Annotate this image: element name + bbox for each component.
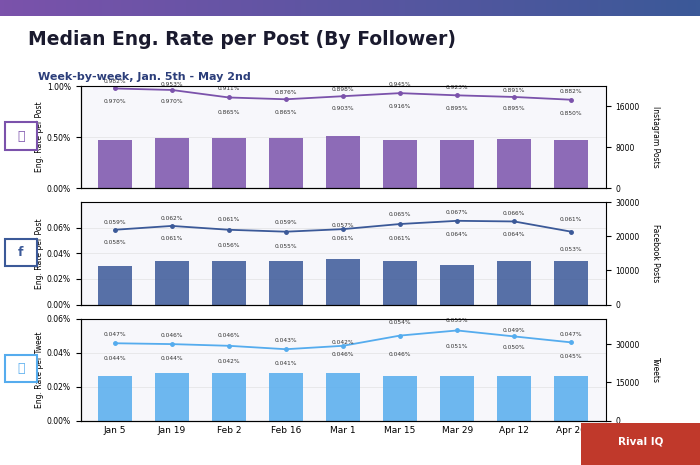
Bar [211, 261, 246, 305]
Text: 0.865%: 0.865% [274, 110, 298, 114]
Text: 0.046%: 0.046% [389, 352, 412, 357]
Text: 0.895%: 0.895% [503, 106, 526, 112]
Text: 0.046%: 0.046% [160, 333, 183, 338]
Text: 0.970%: 0.970% [104, 99, 126, 104]
Text: 0.061%: 0.061% [160, 236, 183, 241]
Bar [440, 140, 475, 188]
Text: 0.945%: 0.945% [389, 82, 412, 87]
Text: 0.049%: 0.049% [503, 328, 526, 333]
Bar [554, 261, 589, 305]
Text: 0.047%: 0.047% [104, 332, 126, 337]
Text: Rival IQ: Rival IQ [618, 437, 663, 447]
Text: 0.056%: 0.056% [218, 243, 240, 248]
Text: 0.876%: 0.876% [274, 90, 298, 94]
Text: 0.054%: 0.054% [389, 319, 412, 325]
Bar [440, 265, 475, 305]
Bar [554, 377, 589, 421]
Text: 0.047%: 0.047% [560, 332, 582, 337]
Bar [326, 136, 360, 188]
Bar [383, 261, 417, 305]
Y-axis label: Instagram Posts: Instagram Posts [650, 106, 659, 168]
Y-axis label: Eng. Rate per Tweet: Eng. Rate per Tweet [35, 332, 44, 408]
Y-axis label: Facebook Posts: Facebook Posts [651, 224, 659, 283]
Text: 0.067%: 0.067% [446, 210, 468, 215]
Text: 0.916%: 0.916% [389, 104, 412, 109]
Bar [497, 377, 531, 421]
Text: 0.982%: 0.982% [104, 79, 126, 84]
Text: 0.923%: 0.923% [446, 85, 468, 90]
Text: 0.050%: 0.050% [503, 345, 526, 350]
Text: 0.865%: 0.865% [218, 110, 240, 114]
Text: 0.055%: 0.055% [274, 244, 298, 249]
Bar [155, 373, 189, 421]
Text: 0.882%: 0.882% [560, 89, 582, 94]
Bar [326, 259, 360, 305]
Text: Median Eng. Rate per Post (By Follower): Median Eng. Rate per Post (By Follower) [28, 30, 456, 49]
Text: 0.065%: 0.065% [389, 213, 412, 217]
Text: 0.046%: 0.046% [332, 352, 354, 357]
Text: 0.891%: 0.891% [503, 88, 526, 93]
Bar [211, 373, 246, 421]
Text: 0.061%: 0.061% [389, 236, 412, 241]
Text: 0.046%: 0.046% [218, 333, 240, 338]
Text: 0.062%: 0.062% [160, 216, 183, 221]
Bar [497, 139, 531, 188]
Text: 0.041%: 0.041% [274, 361, 298, 365]
Text: 0.057%: 0.057% [332, 223, 354, 227]
Y-axis label: Eng. Rate per Post: Eng. Rate per Post [35, 102, 44, 173]
Text: 0.053%: 0.053% [560, 246, 582, 252]
Text: 0.058%: 0.058% [104, 240, 126, 245]
Text: 0.042%: 0.042% [332, 340, 354, 345]
Y-axis label: Eng. Rate per Post: Eng. Rate per Post [35, 218, 44, 289]
Text: 0.055%: 0.055% [446, 318, 468, 323]
Bar [440, 377, 475, 421]
Text: 0.044%: 0.044% [160, 356, 183, 360]
Text: 0.895%: 0.895% [446, 106, 468, 112]
Text: 0.850%: 0.850% [560, 111, 582, 116]
Text: 0.061%: 0.061% [332, 236, 354, 241]
Bar [155, 261, 189, 305]
Bar [97, 377, 132, 421]
Y-axis label: Tweets: Tweets [651, 357, 659, 383]
Text: Week-by-week, Jan. 5th - May 2nd: Week-by-week, Jan. 5th - May 2nd [38, 72, 251, 82]
Bar [383, 140, 417, 188]
Bar [269, 261, 303, 305]
Bar [497, 261, 531, 305]
Text: 0.044%: 0.044% [104, 356, 126, 360]
Text: 0.059%: 0.059% [274, 220, 298, 225]
Bar [383, 377, 417, 421]
Text: 0.064%: 0.064% [446, 232, 468, 238]
Text: 0.066%: 0.066% [503, 211, 526, 216]
Text: 0.061%: 0.061% [218, 218, 240, 222]
Bar [269, 138, 303, 188]
Bar [97, 140, 132, 188]
Text: 0.064%: 0.064% [503, 232, 526, 238]
Text: 0.051%: 0.051% [446, 344, 468, 349]
Text: 0.042%: 0.042% [218, 359, 240, 364]
Bar [269, 373, 303, 421]
Bar [326, 373, 360, 421]
Bar [554, 140, 589, 188]
Bar [155, 138, 189, 188]
Text: 0.903%: 0.903% [332, 106, 354, 111]
Bar [97, 266, 132, 305]
Bar [211, 138, 246, 188]
Text: 0.953%: 0.953% [160, 82, 183, 86]
Text: 0.970%: 0.970% [160, 99, 183, 104]
Text: 0.045%: 0.045% [560, 354, 582, 359]
Text: 0.898%: 0.898% [332, 87, 354, 92]
Text: 0.911%: 0.911% [218, 86, 240, 91]
Text: f: f [18, 246, 24, 259]
Text: 🐦: 🐦 [18, 362, 24, 375]
Text: 📷: 📷 [18, 130, 24, 142]
Text: 0.043%: 0.043% [274, 339, 298, 343]
Text: 0.059%: 0.059% [104, 220, 126, 225]
Text: 0.061%: 0.061% [560, 218, 582, 222]
